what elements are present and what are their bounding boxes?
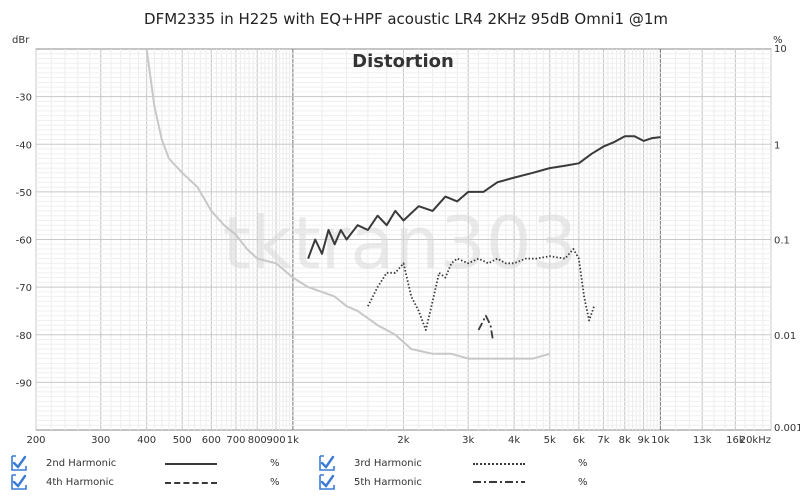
legend-line-dotted <box>473 463 525 465</box>
series-5th-harmonic <box>477 314 494 340</box>
x-axis-ticks: 200 300 400 500 600 700 800 900 1k 2k 3k 4k 5k 6k 7k 8k… <box>26 435 771 446</box>
x-tick-label: 7k <box>597 435 609 446</box>
checkbox-checked-icon[interactable] <box>10 454 28 472</box>
legend-unit: % <box>270 477 280 488</box>
grid-lines <box>35 49 772 430</box>
x-tick-label: 800 <box>248 435 267 446</box>
x-tick-label: 300 <box>91 435 110 446</box>
legend-label: 2nd Harmonic <box>46 458 117 469</box>
y-left-tick-label: -80 <box>16 331 32 342</box>
checkbox-checked-icon[interactable] <box>318 473 336 491</box>
left-axis-ticks: -30 -40 -50 -60 -70 -80 -90 <box>16 93 32 390</box>
x-tick-label: 16k <box>726 435 745 446</box>
x-tick-label: 20kHz <box>740 435 771 446</box>
x-tick-label: 600 <box>202 435 221 446</box>
inner-title: Distortion <box>352 51 454 72</box>
y-left-tick-label: -60 <box>16 236 32 247</box>
series-3rd-harmonic <box>367 248 595 331</box>
legend-label: 4th Harmonic <box>46 477 114 488</box>
legend-label: 5th Harmonic <box>354 477 422 488</box>
distortion-chart: DFM2335 in H225 with EQ+HPF acoustic LR4… <box>12 10 800 446</box>
left-axis-unit: dBr <box>12 35 30 46</box>
series-group <box>145 48 661 360</box>
y-left-tick-label: -40 <box>16 140 32 151</box>
x-tick-label: 8k <box>619 435 631 446</box>
x-tick-label: 5k <box>544 435 556 446</box>
x-tick-label: 1k <box>287 435 299 446</box>
y-left-tick-label: -70 <box>16 283 32 294</box>
series-2nd-harmonic <box>307 135 661 259</box>
x-tick-label: 500 <box>173 435 192 446</box>
x-tick-label: 700 <box>226 435 245 446</box>
x-tick-label: 3k <box>462 435 474 446</box>
chart-title: DFM2335 in H225 with EQ+HPF acoustic LR4… <box>144 10 668 28</box>
x-tick-label: 400 <box>137 435 156 446</box>
right-axis-unit: % <box>773 35 783 46</box>
y-left-tick-label: -30 <box>16 93 32 104</box>
y-right-tick-label: 10 <box>774 44 787 55</box>
legend-line-dashdot <box>473 481 525 483</box>
legend-unit: % <box>578 458 588 469</box>
legend-line-dashed <box>165 482 217 484</box>
legend-line-solid <box>165 463 217 465</box>
legend-label: 3rd Harmonic <box>354 458 422 469</box>
y-right-tick-label: 0.001 <box>774 423 800 434</box>
x-tick-label: 6k <box>573 435 585 446</box>
x-tick-label: 2k <box>397 435 409 446</box>
y-right-tick-label: 0.1 <box>774 236 790 247</box>
right-axis-ticks: 10 1 0.1 0.01 0.001 <box>774 44 800 434</box>
x-tick-label: 200 <box>26 435 45 446</box>
watermark: tktran303 <box>223 201 578 285</box>
x-tick-label: 4k <box>508 435 520 446</box>
x-tick-label: 900 <box>267 435 286 446</box>
checkbox-checked-icon[interactable] <box>10 473 28 491</box>
x-tick-label: 9k <box>637 435 649 446</box>
y-left-tick-label: -90 <box>16 378 32 389</box>
series-4th-harmonic <box>145 48 550 360</box>
legend: 2nd Harmonic % 3rd Harmonic % 4th Harmon… <box>0 452 800 497</box>
y-right-tick-label: 1 <box>774 140 780 151</box>
legend-unit: % <box>270 458 280 469</box>
x-tick-label: 13k <box>693 435 712 446</box>
checkbox-checked-icon[interactable] <box>318 454 336 472</box>
legend-unit: % <box>578 477 588 488</box>
y-left-tick-label: -50 <box>16 188 32 199</box>
x-tick-label: 10k <box>651 435 670 446</box>
y-right-tick-label: 0.01 <box>774 331 796 342</box>
